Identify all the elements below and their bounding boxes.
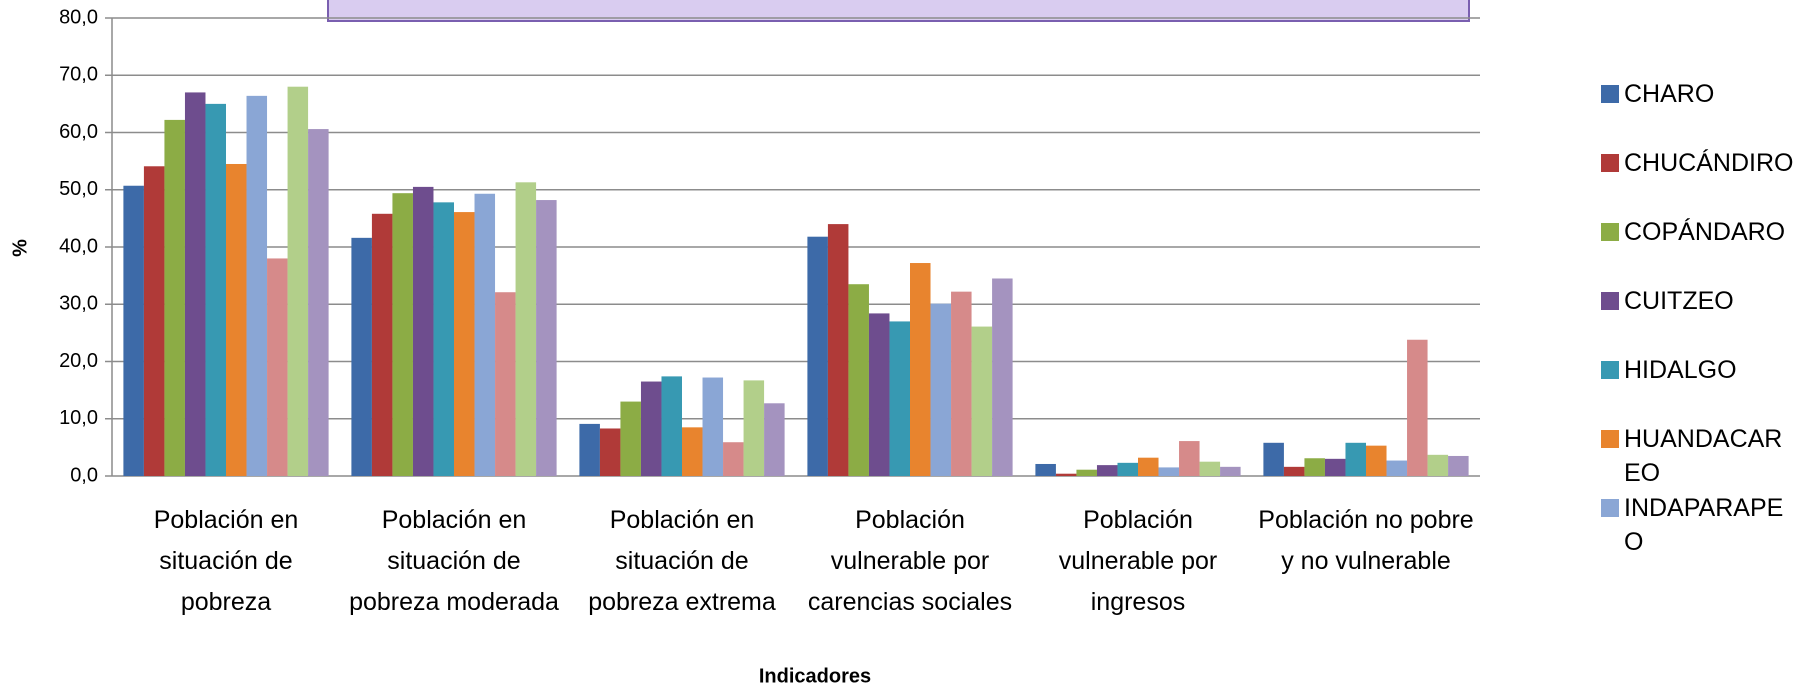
x-tick-label: Población en situación de pobreza extrem… bbox=[588, 506, 776, 616]
bar bbox=[123, 185, 144, 476]
bar bbox=[682, 427, 703, 476]
y-tick-label: 30,0 bbox=[59, 293, 98, 315]
bar bbox=[1220, 466, 1241, 476]
y-tick-label: 80,0 bbox=[59, 6, 98, 28]
bar bbox=[1283, 466, 1305, 476]
y-tick-label: 0,0 bbox=[70, 464, 98, 486]
legend-label: CUITZEO bbox=[1624, 287, 1734, 315]
bar bbox=[226, 163, 247, 477]
bar bbox=[184, 92, 206, 477]
legend-label: COPÁNDARO bbox=[1624, 218, 1786, 246]
bar bbox=[1263, 442, 1284, 476]
bar bbox=[930, 303, 952, 476]
legend-swatch bbox=[1601, 292, 1619, 310]
legend-label: CHARO bbox=[1624, 80, 1715, 108]
bar bbox=[848, 284, 869, 476]
bar bbox=[536, 200, 557, 476]
title-box bbox=[327, 0, 1470, 22]
legend-label: CHUCÁNDIRO bbox=[1624, 149, 1794, 177]
bar bbox=[1096, 465, 1118, 476]
bar bbox=[371, 213, 393, 477]
x-tick-label: Población no pobre y no vulnerable bbox=[1258, 506, 1474, 575]
x-axis-label: Indicadores bbox=[759, 665, 871, 687]
legend-swatch bbox=[1601, 85, 1619, 103]
bar bbox=[164, 119, 185, 476]
bar bbox=[640, 381, 662, 476]
bar bbox=[764, 403, 785, 476]
y-tick-label: 60,0 bbox=[59, 121, 98, 143]
bar bbox=[1386, 460, 1408, 476]
bar bbox=[702, 377, 724, 476]
legend-swatch bbox=[1601, 430, 1619, 448]
bar bbox=[515, 182, 537, 476]
bar bbox=[267, 258, 288, 476]
bar bbox=[1179, 441, 1200, 476]
x-tick-label: Población vulnerable por carencias socia… bbox=[807, 506, 1013, 616]
bar bbox=[1304, 458, 1325, 476]
bar bbox=[1427, 454, 1449, 476]
bar bbox=[1324, 458, 1346, 476]
legend-label: HIDALGO bbox=[1624, 356, 1737, 384]
bar bbox=[868, 313, 890, 476]
bar bbox=[599, 428, 621, 476]
bar bbox=[579, 423, 600, 476]
bar bbox=[827, 224, 849, 476]
x-tick-label: Población vulnerable por ingresos bbox=[1058, 506, 1218, 616]
bar bbox=[1055, 473, 1077, 476]
y-tick-label: 10,0 bbox=[59, 407, 98, 429]
bar bbox=[1138, 457, 1159, 476]
legend-swatch bbox=[1601, 361, 1619, 379]
y-tick-label: 40,0 bbox=[59, 235, 98, 257]
legend-swatch bbox=[1601, 499, 1619, 517]
bar bbox=[992, 278, 1013, 476]
y-tick-label: 20,0 bbox=[59, 350, 98, 372]
bar bbox=[205, 103, 226, 476]
legend-swatch bbox=[1601, 154, 1619, 172]
bar bbox=[392, 193, 413, 476]
bar bbox=[433, 202, 454, 476]
bar bbox=[1407, 339, 1428, 476]
bar bbox=[723, 442, 744, 476]
bar bbox=[1366, 445, 1387, 476]
bar bbox=[1076, 469, 1097, 476]
bar bbox=[1035, 463, 1056, 476]
bar bbox=[1117, 462, 1138, 476]
bar bbox=[246, 95, 268, 477]
y-axis-label: % bbox=[9, 239, 31, 257]
bar bbox=[143, 166, 165, 476]
bar bbox=[287, 86, 309, 476]
bar bbox=[743, 380, 765, 476]
bar bbox=[1345, 442, 1366, 476]
legend-label: HUANDACAREO bbox=[1624, 425, 1783, 487]
y-tick-label: 50,0 bbox=[59, 178, 98, 200]
legend-label: INDAPARAPEO bbox=[1624, 494, 1784, 556]
bar bbox=[474, 193, 496, 476]
bar bbox=[889, 321, 910, 476]
bar bbox=[412, 186, 434, 476]
bar bbox=[807, 236, 828, 476]
bar bbox=[495, 292, 516, 476]
x-tick-label: Población en situación de pobreza bbox=[153, 506, 299, 616]
bar bbox=[1199, 461, 1221, 476]
bar bbox=[308, 129, 329, 476]
bar bbox=[454, 212, 475, 476]
bar bbox=[971, 326, 993, 476]
bar bbox=[620, 401, 641, 476]
bar bbox=[1448, 455, 1469, 476]
bar bbox=[351, 237, 372, 476]
bar bbox=[661, 376, 682, 476]
y-tick-label: 70,0 bbox=[59, 64, 98, 86]
bar bbox=[1158, 467, 1180, 476]
bar bbox=[951, 291, 972, 476]
bar bbox=[910, 263, 931, 476]
x-tick-label: Población en situación de pobreza modera… bbox=[349, 506, 559, 616]
legend-swatch bbox=[1601, 223, 1619, 241]
